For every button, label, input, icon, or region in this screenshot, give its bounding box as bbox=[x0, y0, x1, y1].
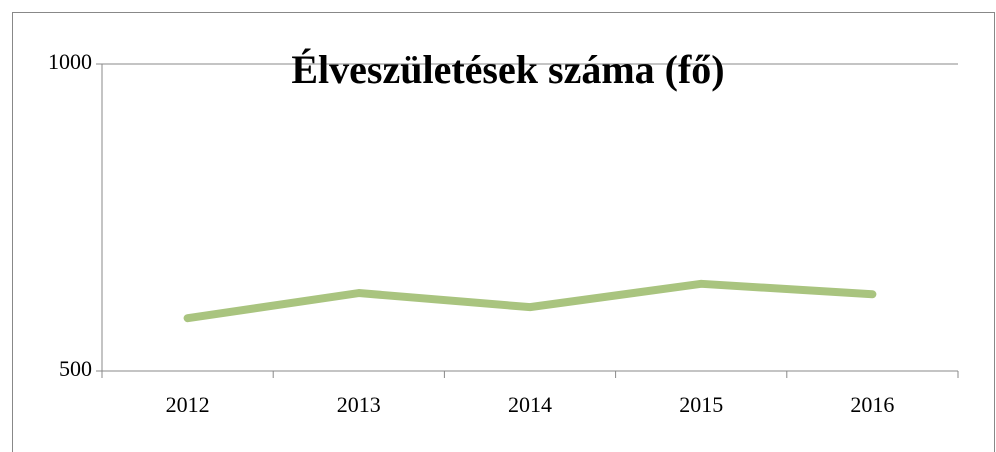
y-tick-label: 500 bbox=[59, 356, 92, 381]
line-series bbox=[183, 279, 877, 323]
chart-frame bbox=[12, 12, 995, 452]
y-tick-label: 1000 bbox=[48, 49, 92, 74]
x-tick-label: 2013 bbox=[337, 392, 381, 417]
x-tick-label: 2016 bbox=[850, 392, 894, 417]
x-tick-label: 2012 bbox=[166, 392, 210, 417]
chart-title: Élveszületések száma (fő) bbox=[291, 47, 724, 92]
x-tick-label: 2015 bbox=[679, 392, 723, 417]
x-tick-label: 2014 bbox=[508, 392, 552, 417]
